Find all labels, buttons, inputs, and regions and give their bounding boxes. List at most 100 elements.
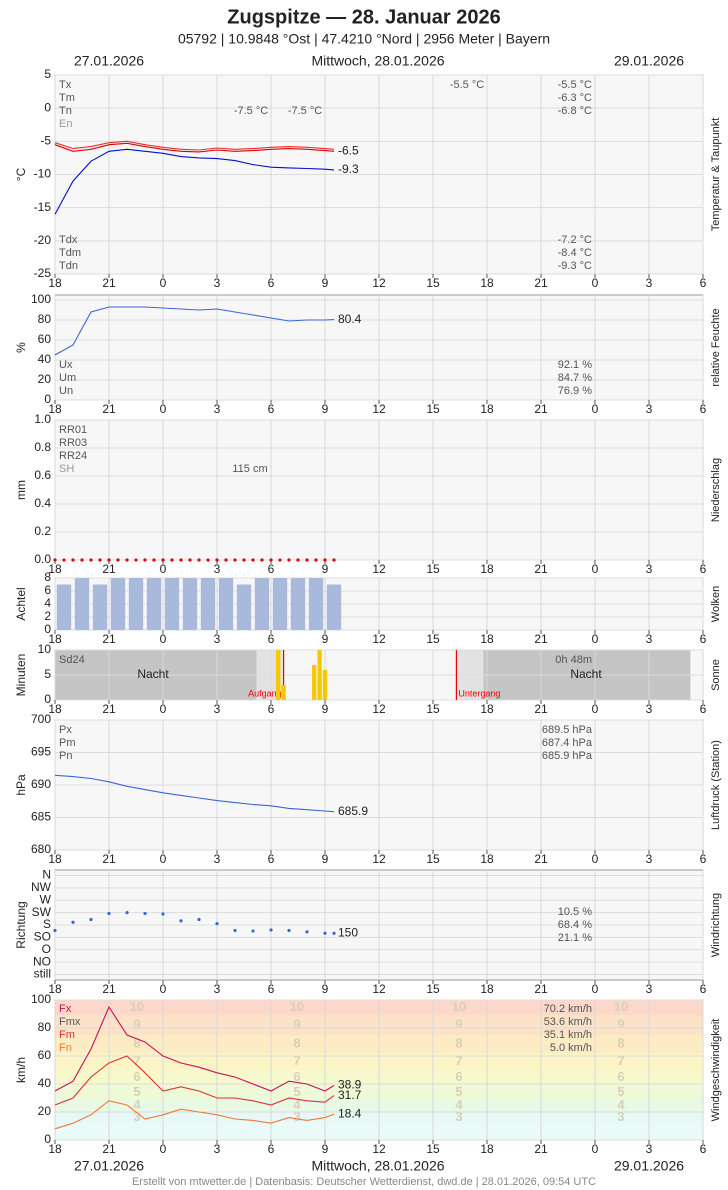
beaufort-label: 3 (617, 1109, 624, 1124)
x-tick-label: 9 (322, 402, 329, 416)
x-tick-label: 18 (48, 982, 62, 996)
point (71, 558, 75, 562)
beaufort-label: 3 (293, 1109, 300, 1124)
date-right: 29.01.2026 (614, 53, 684, 69)
panel-title: Sonne (710, 659, 722, 691)
panel-title: Windgeschwindigkeit (710, 1019, 722, 1122)
y-tick-label: 0.8 (34, 440, 51, 454)
y-tick-label: S (43, 917, 51, 931)
y-tick-label: 5 (44, 67, 51, 81)
y-tick-label: 685 (31, 810, 51, 824)
date-left: 27.01.2026 (74, 53, 144, 69)
stat-label: Um (59, 372, 76, 384)
y-tick-label: 0 (44, 392, 51, 406)
x-tick-label: 12 (372, 982, 386, 996)
bar (312, 665, 317, 700)
x-tick-label: 18 (48, 276, 62, 290)
y-tick-label: 0 (44, 1132, 51, 1146)
x-tick-label: 3 (646, 982, 653, 996)
x-tick-label: 12 (372, 276, 386, 290)
stat-value: 35.1 km/h (544, 1029, 592, 1041)
stat-value: 68.4 % (558, 919, 592, 931)
x-tick-label: 21 (534, 562, 548, 576)
point (215, 922, 219, 926)
point (305, 930, 309, 934)
point (332, 558, 336, 562)
beaufort-label: 3 (133, 1109, 140, 1124)
y-tick-label: 80 (38, 1020, 52, 1034)
y-tick-label: 20 (38, 372, 52, 386)
x-tick-label: 15 (426, 702, 440, 716)
y-tick-label: 5 (44, 667, 51, 681)
x-tick-label: 21 (534, 1142, 548, 1156)
panel-title: Luftdruck (Station) (710, 740, 722, 830)
point (269, 928, 273, 932)
value-label: 38.9 (338, 1078, 362, 1092)
y-axis-label: mm (14, 480, 28, 500)
bar (326, 584, 342, 630)
y-tick-label: 60 (38, 332, 52, 346)
x-tick-label: 3 (214, 1142, 221, 1156)
y-tick-label: 4 (44, 596, 51, 610)
bar (276, 650, 281, 700)
x-tick-label: 18 (48, 852, 62, 866)
line (54, 1100, 335, 1130)
x-tick-label: 3 (646, 562, 653, 576)
beaufort-label: 9 (455, 1017, 462, 1032)
point (188, 558, 192, 562)
beaufort-label: 10 (130, 999, 144, 1014)
point (143, 911, 147, 916)
x-tick-label: 12 (372, 1142, 386, 1156)
x-tick-label: 9 (322, 1142, 329, 1156)
bar (74, 578, 90, 630)
stat-value: -5.5 °C (558, 79, 592, 91)
point (134, 558, 138, 562)
y-axis-label: Richtung (14, 901, 28, 948)
x-tick-label: 18 (480, 982, 494, 996)
x-tick-label: 18 (480, 1142, 494, 1156)
x-tick-label: 3 (214, 562, 221, 576)
note: Nacht (137, 667, 169, 681)
point (98, 558, 102, 562)
y-tick-label: still (34, 967, 51, 981)
line (54, 140, 335, 151)
point (53, 558, 57, 562)
stat-value: -8.4 °C (558, 247, 592, 259)
note: -5.5 °C (450, 79, 484, 91)
bar (236, 584, 252, 630)
point (233, 558, 237, 562)
x-tick-label: 3 (214, 276, 221, 290)
y-tick-label: 2 (44, 609, 51, 623)
y-tick-label: -5 (40, 134, 51, 148)
x-tick-label: 3 (646, 702, 653, 716)
point (269, 558, 273, 562)
x-tick-label: 0 (592, 852, 599, 866)
x-tick-label: 15 (426, 402, 440, 416)
x-tick-label: 3 (214, 402, 221, 416)
stat-value: 70.2 km/h (544, 1003, 592, 1015)
beaufort-label: 6 (455, 1069, 462, 1084)
y-tick-label: SW (32, 905, 52, 919)
x-tick-label: 21 (102, 402, 116, 416)
y-tick-label: 0 (44, 100, 51, 114)
y-tick-label: 695 (31, 745, 51, 759)
panel-title: Temperatur & Taupunkt (710, 118, 722, 232)
note: 115 cm (232, 463, 267, 475)
beaufort-label: 5 (293, 1084, 300, 1099)
x-tick-label: 9 (322, 702, 329, 716)
x-tick-label: 18 (480, 632, 494, 646)
y-tick-label: 0.4 (34, 496, 51, 510)
point (206, 558, 210, 562)
event-label: Untergang (458, 688, 500, 698)
x-tick-label: 6 (268, 632, 275, 646)
x-tick-label: 21 (102, 276, 116, 290)
x-tick-label: 3 (646, 402, 653, 416)
x-tick-label: 21 (534, 632, 548, 646)
y-tick-label: -10 (34, 167, 52, 181)
point (197, 558, 201, 562)
subtitle: 05792 | 10.9848 °Ost | 47.4210 °Nord | 2… (178, 31, 550, 47)
x-tick-label: 12 (372, 632, 386, 646)
x-tick-label: 6 (700, 562, 707, 576)
date-right: 29.01.2026 (614, 1158, 684, 1174)
x-tick-label: 0 (160, 402, 167, 416)
